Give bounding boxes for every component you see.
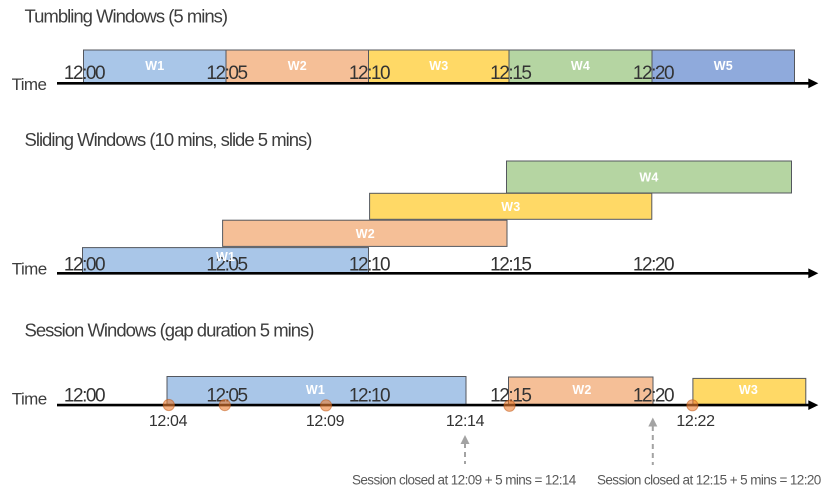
svg-text:W2: W2 [572, 383, 591, 397]
svg-text:12:09: 12:09 [306, 413, 345, 430]
svg-text:W3: W3 [739, 383, 758, 397]
svg-text:12:10: 12:10 [349, 63, 390, 84]
svg-text:Session Windows (gap duration: Session Windows (gap duration 5 mins) [25, 320, 315, 341]
svg-text:12:04: 12:04 [149, 413, 188, 430]
svg-text:12:14: 12:14 [446, 413, 485, 430]
svg-text:W1: W1 [145, 59, 164, 73]
svg-text:W4: W4 [639, 171, 658, 185]
svg-text:12:15: 12:15 [490, 63, 531, 84]
svg-text:Time: Time [12, 259, 47, 278]
svg-text:12:22: 12:22 [676, 413, 715, 430]
svg-text:W4: W4 [571, 59, 590, 73]
svg-text:Sliding Windows (10 mins, slid: Sliding Windows (10 mins, slide 5 mins) [25, 129, 313, 150]
svg-text:Time: Time [12, 75, 47, 94]
svg-text:12:05: 12:05 [206, 385, 247, 406]
svg-text:W5: W5 [714, 59, 733, 73]
svg-text:12:20: 12:20 [633, 385, 674, 406]
svg-text:Time: Time [12, 390, 47, 409]
svg-text:12:10: 12:10 [349, 254, 390, 275]
svg-text:W2: W2 [356, 227, 375, 241]
svg-text:W2: W2 [288, 59, 307, 73]
svg-text:12:00: 12:00 [64, 254, 105, 275]
svg-text:W1: W1 [216, 250, 235, 264]
svg-text:12:15: 12:15 [490, 385, 531, 406]
svg-text:Session closed at 12:09 + 5 mi: Session closed at 12:09 + 5 mins = 12:14 [352, 472, 577, 487]
svg-text:12:05: 12:05 [206, 63, 247, 84]
svg-text:12:00: 12:00 [64, 385, 105, 406]
svg-text:12:20: 12:20 [633, 63, 674, 84]
svg-text:W3: W3 [429, 59, 448, 73]
svg-text:W1: W1 [306, 383, 325, 397]
svg-text:W3: W3 [501, 200, 520, 214]
svg-text:12:10: 12:10 [349, 385, 390, 406]
svg-text:Tumbling Windows (5 mins): Tumbling Windows (5 mins) [25, 6, 228, 27]
svg-text:12:05: 12:05 [206, 254, 247, 275]
svg-text:Session closed at 12:15 + 5 mi: Session closed at 12:15 + 5 mins = 12:20 [597, 472, 821, 487]
svg-text:12:20: 12:20 [633, 254, 674, 275]
svg-text:12:15: 12:15 [490, 254, 531, 275]
svg-text:12:00: 12:00 [64, 63, 105, 84]
